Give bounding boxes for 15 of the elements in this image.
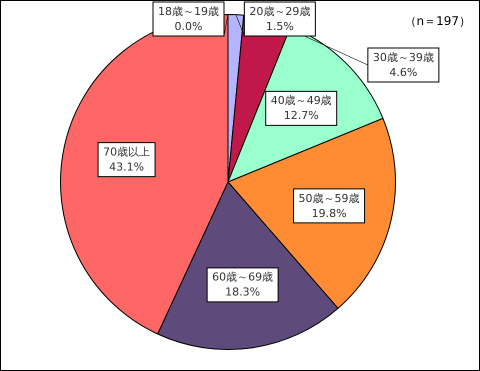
data-label: 18.3% [225,286,260,299]
category-label: 18歳～19歳 [158,4,220,18]
slice-label: 20歳～29歳 [249,4,310,18]
slice-label: 40歳～49歳 [270,94,332,108]
slice-label: 60歳～69歳 [212,270,274,284]
data-label: 43.1% [109,160,144,174]
data-label: 19.8% [312,206,347,220]
slice-label: 50歳～59歳 [298,192,360,205]
data-label: 4.6% [389,66,418,79]
text: （n＝197） [404,13,471,30]
data-label: 12.7% [284,109,319,122]
data-label: 1.5% [266,20,294,33]
text: 0.0% [174,20,202,33]
slice-label: 30歳～39歳 [372,50,434,64]
slice-label: 70歳以上 [103,146,150,159]
